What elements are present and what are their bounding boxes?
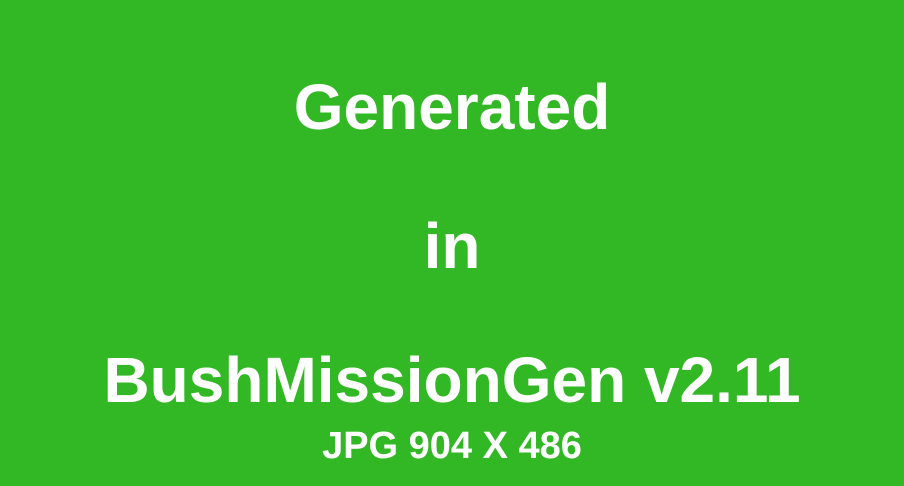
heading-in: in xyxy=(423,210,481,282)
heading-generated: Generated xyxy=(293,71,611,143)
app-name-version: BushMissionGen v2.11 xyxy=(103,344,801,416)
image-format-dimensions: JPG 904 X 486 xyxy=(322,425,582,467)
